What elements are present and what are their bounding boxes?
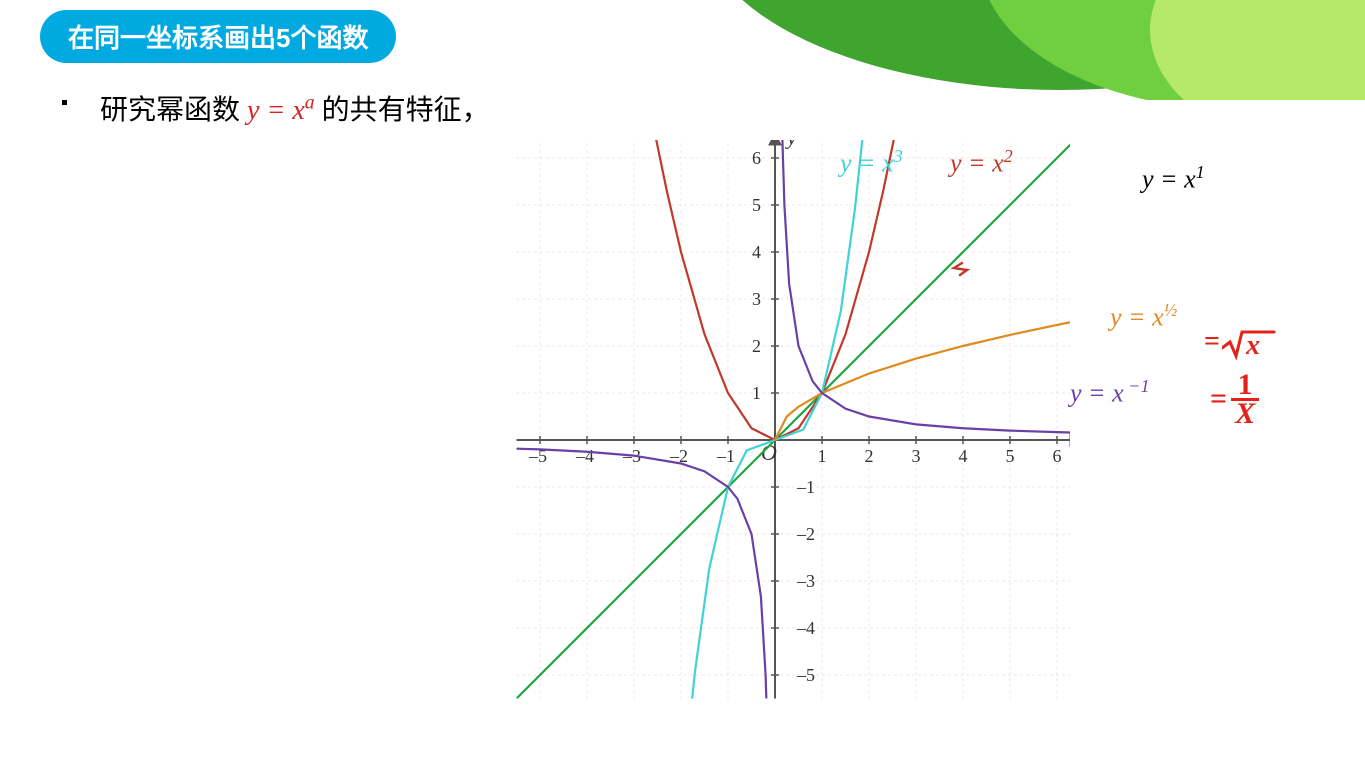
inv-annot: =1X <box>1210 372 1259 426</box>
svg-text:5: 5 <box>1006 446 1015 466</box>
curve-x1 <box>517 144 1071 699</box>
svg-text:3: 3 <box>912 446 921 466</box>
svg-text:–2: –2 <box>796 524 815 544</box>
label-xhalf: y = x½ <box>1110 300 1177 333</box>
sqrt-annot: =x <box>1222 320 1292 370</box>
subtitle: 研究幂函数 y = xa 的共有特征， <box>100 88 490 128</box>
svg-text:–4: –4 <box>575 446 594 466</box>
svg-text:2: 2 <box>865 446 874 466</box>
svg-text:–1: –1 <box>716 446 735 466</box>
svg-text:5: 5 <box>752 195 761 215</box>
label-x3: y = x3 <box>840 146 903 179</box>
svg-text:6: 6 <box>752 148 761 168</box>
svg-text:y: y <box>785 140 797 150</box>
label-x1: y = x1 <box>1142 162 1205 195</box>
svg-text:3: 3 <box>752 289 761 309</box>
svg-text:–4: –4 <box>796 618 815 638</box>
bullet <box>62 100 67 105</box>
svg-text:2: 2 <box>752 336 761 356</box>
svg-text:4: 4 <box>959 446 968 466</box>
svg-text:1: 1 <box>752 383 761 403</box>
svg-text:–1: –1 <box>796 477 815 497</box>
svg-text:1: 1 <box>818 446 827 466</box>
svg-text:–3: –3 <box>796 571 815 591</box>
slide-title-text: 在同一坐标系画出5个函数 <box>68 23 368 53</box>
svg-text:4: 4 <box>752 242 761 262</box>
subtitle-formula: y = xa <box>247 95 315 126</box>
slide-title: 在同一坐标系画出5个函数 <box>40 10 396 63</box>
chart-svg: –5–4–3–2–1123456–5–4–3–2–1123456Oxy <box>470 140 1070 740</box>
subtitle-prefix: 研究幂函数 <box>100 95 247 126</box>
label-x2: y = x2 <box>950 146 1013 179</box>
pen-mark <box>954 263 967 275</box>
label-xinv_pos: y = x −1 <box>1070 376 1150 409</box>
svg-text:–5: –5 <box>796 665 815 685</box>
subtitle-suffix: 的共有特征， <box>322 95 490 126</box>
svg-text:6: 6 <box>1053 446 1062 466</box>
chart-container: –5–4–3–2–1123456–5–4–3–2–1123456Oxy y = … <box>470 140 1070 740</box>
curve-xhalf <box>775 320 1070 440</box>
